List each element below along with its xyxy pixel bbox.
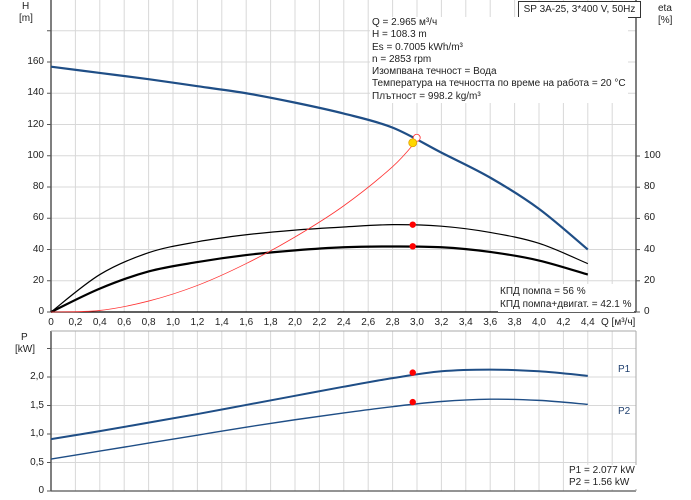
q-tick-label: 3,8 (507, 317, 522, 328)
q-tick-label: 1,6 (239, 317, 254, 328)
efficiency-info: КПД помпа = 56 % КПД помпа+двигат. = 42.… (498, 284, 634, 312)
eta-tick-label: 100 (644, 150, 661, 161)
q-tick-label: 1,4 (214, 317, 229, 328)
q-tick-label: 4,0 (532, 317, 546, 328)
p1-curve-label: P1 (618, 364, 631, 375)
q-tick-label: 2,0 (288, 317, 302, 328)
pump-motor-efficiency: КПД помпа+двигат. = 42.1 % (500, 299, 632, 310)
h-tick-label: 120 (27, 118, 44, 130)
eta-tick-label: 40 (644, 243, 656, 255)
info-specific-energy: Es = 0.7005 kWh/m³ (372, 41, 463, 53)
h-tick-label: 0 (38, 306, 44, 317)
q-tick-label: 1,0 (166, 317, 180, 328)
q-tick-label: 0,8 (141, 317, 156, 328)
p2-value: P2 = 1.56 kW (569, 477, 630, 488)
q-tick-label: 2,8 (385, 317, 400, 328)
info-liquid: Изомпвана течност = Вода (372, 66, 497, 78)
bottom-chart-grid (51, 331, 636, 491)
h-tick-label: 140 (27, 87, 44, 99)
p-axis-label: P (21, 332, 28, 343)
p1-value: P1 = 2.077 kW (569, 465, 635, 476)
q-tick-label: 3,4 (458, 317, 473, 328)
head-and-efficiency-curves (50, 65, 589, 313)
p2-curve-label: P2 (618, 406, 631, 417)
h-tick-label: 100 (27, 149, 44, 161)
h-tick-label: 80 (32, 181, 44, 192)
p-tick-label: 1,0 (30, 428, 44, 439)
q-tick-label: 0,4 (92, 317, 107, 328)
q-tick-label: 1,8 (263, 317, 278, 328)
q-tick-label: 0 (48, 317, 54, 328)
h-tick-label: 20 (32, 274, 44, 286)
p-tick-label: 0,5 (30, 456, 44, 468)
h-axis-unit: [m] (19, 13, 33, 24)
q-axis-label: Q [м³/ч] (601, 317, 636, 328)
q-tick-label: 3,0 (410, 317, 424, 328)
q-tick-label: 3,6 (483, 317, 498, 328)
q-tick-label: 4,2 (556, 317, 571, 328)
q-tick-label: 4,4 (580, 317, 595, 328)
chart-axes (47, 0, 640, 492)
eta-axis-unit: [%] (658, 15, 673, 26)
q-tick-label: 0,6 (117, 317, 132, 328)
eta-tick-label: 80 (644, 181, 656, 193)
duty-point-markers (408, 133, 421, 406)
info-temperature: Температура на течността по време на раб… (372, 78, 626, 90)
h-tick-label: 160 (27, 56, 44, 67)
info-head: H = 108.3 m (372, 29, 427, 41)
h-tick-label: 60 (32, 212, 44, 224)
q-tick-label: 1,2 (190, 317, 205, 328)
p-tick-label: 2,0 (30, 371, 44, 382)
duty-point-info: Q = 2.965 м³/ч H = 108.3 m Es = 0.7005 k… (370, 17, 628, 104)
q-tick-label: 2,6 (361, 317, 376, 328)
p-tick-label: 0 (38, 485, 44, 496)
top-chart-grid (51, 0, 636, 312)
pump-model-title: SP 3A-25, 3*400 V, 50Hz (518, 1, 641, 18)
power-curves (50, 368, 588, 460)
eta-axis-label: eta (658, 3, 672, 14)
info-speed: n = 2853 rpm (372, 53, 432, 65)
h-tick-label: 40 (32, 243, 44, 255)
info-density: Плътност = 998.2 kg/m³ (372, 90, 481, 102)
eta-tick-label: 60 (644, 212, 656, 224)
h-axis-label: H (22, 1, 30, 12)
q-tick-label: 2,2 (312, 317, 327, 328)
eta-tick-label: 0 (644, 306, 650, 317)
power-info: P1 = 2.077 kW P2 = 1.56 kW (567, 465, 637, 489)
q-tick-label: 2,4 (336, 317, 351, 328)
q-tick-label: 3,2 (434, 317, 449, 328)
p-axis-unit: [kW] (15, 344, 35, 355)
eta-tick-label: 20 (644, 274, 656, 286)
info-flow: Q = 2.965 м³/ч (372, 17, 438, 28)
q-tick-label: 0,2 (68, 317, 83, 328)
p-tick-label: 1,5 (30, 399, 44, 411)
pump-efficiency: КПД помпа = 56 % (500, 286, 586, 297)
